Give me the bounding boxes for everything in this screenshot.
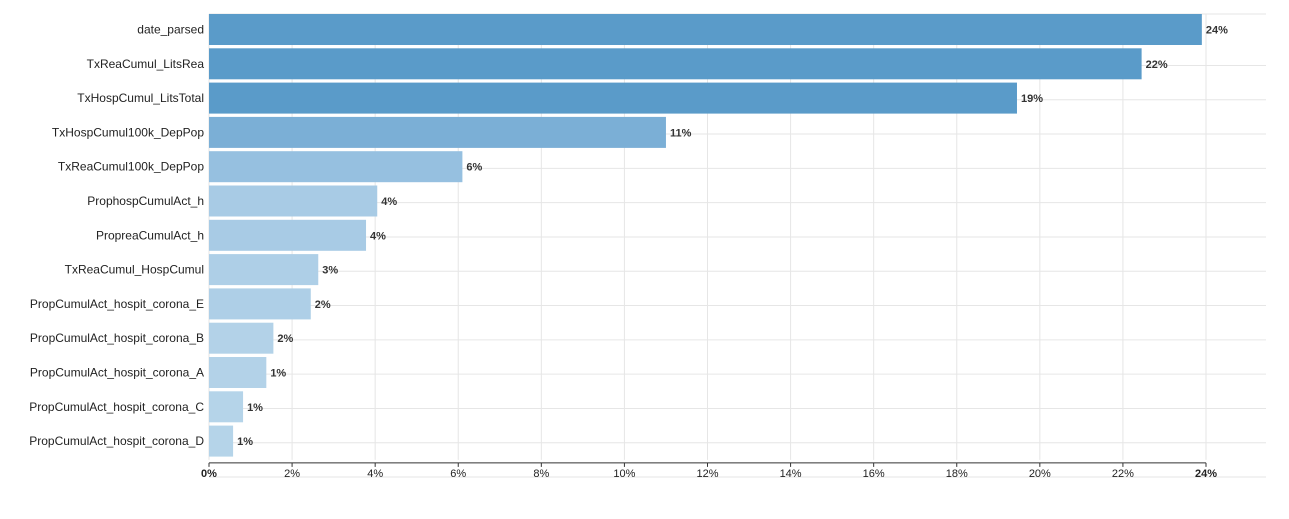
category-label: TxHospCumul100k_DepPop xyxy=(52,125,204,139)
value-label: 3% xyxy=(322,265,338,277)
bars-layer xyxy=(209,14,1202,457)
value-label: 1% xyxy=(247,402,263,414)
bar xyxy=(209,219,367,251)
category-label: TxReaCumul_LitsRea xyxy=(87,57,205,71)
bar xyxy=(209,151,463,183)
bar xyxy=(209,425,234,457)
value-label: 2% xyxy=(315,299,331,311)
bar xyxy=(209,391,244,423)
x-tick-label: 14% xyxy=(780,468,802,480)
bar xyxy=(209,254,319,286)
x-tick-label: 20% xyxy=(1029,468,1051,480)
category-label: PropCumulAct_hospit_corona_E xyxy=(30,297,204,311)
x-tick-label: 16% xyxy=(863,468,885,480)
x-tick-label: 6% xyxy=(450,468,466,480)
value-label: 2% xyxy=(277,333,293,345)
x-tick-label: 22% xyxy=(1112,468,1134,480)
bar xyxy=(209,185,378,217)
bar xyxy=(209,322,274,354)
bar xyxy=(209,357,267,388)
category-label: TxReaCumul100k_DepPop xyxy=(58,160,204,174)
category-labels: date_parsed TxReaCumul_LitsRea TxHospCumul… xyxy=(29,23,204,449)
value-label: 22% xyxy=(1146,59,1168,71)
bar xyxy=(209,48,1142,80)
category-label: TxHospCumul_LitsTotal xyxy=(77,91,204,105)
x-tick-label: 10% xyxy=(613,468,635,480)
x-tick-label: 0% xyxy=(201,468,217,480)
category-label: PropreaCumulAct_h xyxy=(96,228,204,242)
category-label: PropCumulAct_hospit_corona_A xyxy=(30,366,204,380)
x-tick-label: 12% xyxy=(696,468,718,480)
bar xyxy=(209,116,666,148)
value-labels: 24% 22% 19% 11% 6% 4% 4% 3% 2% 2% 1% 1% 1% xyxy=(237,25,1228,449)
value-label: 19% xyxy=(1021,93,1043,105)
category-label: PropCumulAct_hospit_corona_B xyxy=(30,331,204,345)
x-axis-ticks: 0% 2% 4% 6% 8% 10% 12% 14% 16% 18% 20% 22% 24% xyxy=(201,462,1217,480)
bar xyxy=(209,14,1202,45)
bar xyxy=(209,288,311,320)
value-label: 4% xyxy=(370,230,386,242)
bar xyxy=(209,82,1017,114)
value-label: 11% xyxy=(670,127,692,139)
value-label: 1% xyxy=(270,368,286,380)
value-label: 24% xyxy=(1206,25,1228,37)
value-label: 1% xyxy=(237,436,253,448)
category-label: PropCumulAct_hospit_corona_D xyxy=(29,434,204,448)
category-label: TxReaCumul_HospCumul xyxy=(65,263,204,277)
category-label: ProphospCumulAct_h xyxy=(87,194,204,208)
value-label: 4% xyxy=(381,196,397,208)
x-tick-label: 8% xyxy=(533,468,549,480)
x-tick-label: 18% xyxy=(946,468,968,480)
category-label: PropCumulAct_hospit_corona_C xyxy=(29,400,204,414)
value-label: 6% xyxy=(466,162,482,174)
x-tick-label: 4% xyxy=(367,468,383,480)
x-tick-label: 2% xyxy=(284,468,300,480)
category-label: date_parsed xyxy=(137,23,204,37)
x-tick-label: 24% xyxy=(1195,468,1217,480)
